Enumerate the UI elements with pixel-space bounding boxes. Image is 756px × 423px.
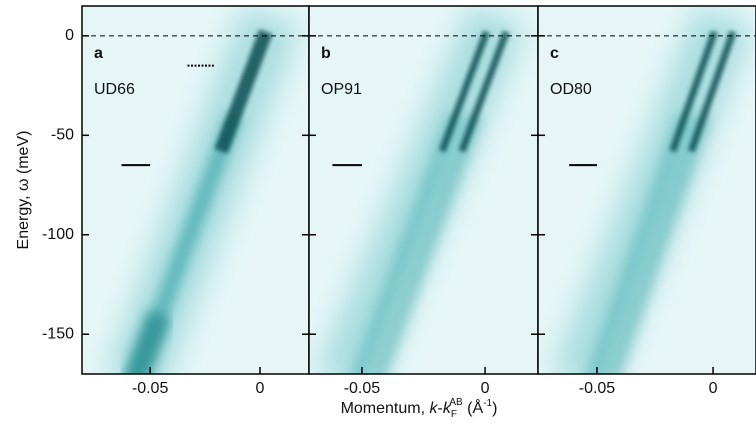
x-label-part: (Å — [463, 398, 484, 417]
y-tick-label: -100 — [42, 226, 74, 243]
x-label-part: k — [430, 400, 439, 417]
sample-label: OP91 — [321, 81, 362, 98]
band-core — [669, 30, 718, 153]
y-axis-label: Energy, ω (meV) — [15, 131, 32, 250]
panel-letter: b — [321, 45, 331, 62]
panel-letter: a — [94, 45, 103, 62]
y-tick-label: 0 — [65, 27, 74, 44]
band-core — [687, 30, 737, 153]
band-tail — [350, 112, 464, 374]
x-tick-label: -0.05 — [132, 380, 169, 397]
x-tick-label: -0.05 — [344, 380, 381, 397]
x-axis-label: Momentum, k-kFAB (Å-1) — [341, 397, 498, 420]
x-label-part: Momentum, — [341, 400, 430, 417]
x-label-part: -1 — [483, 398, 492, 409]
x-label-part: - — [438, 400, 443, 417]
y-tick-label: -150 — [42, 325, 74, 342]
x-label-part: k — [443, 400, 452, 417]
x-label-part: ) — [492, 400, 497, 417]
band-core — [438, 30, 490, 153]
x-tick-label: 0 — [709, 380, 718, 397]
band-bottom — [124, 310, 172, 374]
sample-label: OD80 — [550, 81, 592, 98]
panel — [82, 6, 309, 374]
panel-frame — [537, 5, 756, 375]
band-tail — [370, 112, 483, 374]
x-tick-label: -0.05 — [579, 380, 616, 397]
x-label-part: AB — [449, 397, 463, 408]
panel — [538, 6, 756, 374]
sample-label: UD66 — [94, 81, 135, 98]
x-tick-label: 0 — [256, 380, 265, 397]
band-tail — [586, 112, 693, 374]
x-tick-label: 0 — [481, 380, 490, 397]
band-core — [458, 30, 510, 153]
band-core — [214, 29, 273, 154]
band-tail — [604, 112, 712, 374]
panel — [309, 6, 538, 374]
y-tick-label: -50 — [51, 127, 74, 144]
x-label-part: F — [451, 409, 457, 420]
panel-letter: c — [550, 45, 559, 62]
